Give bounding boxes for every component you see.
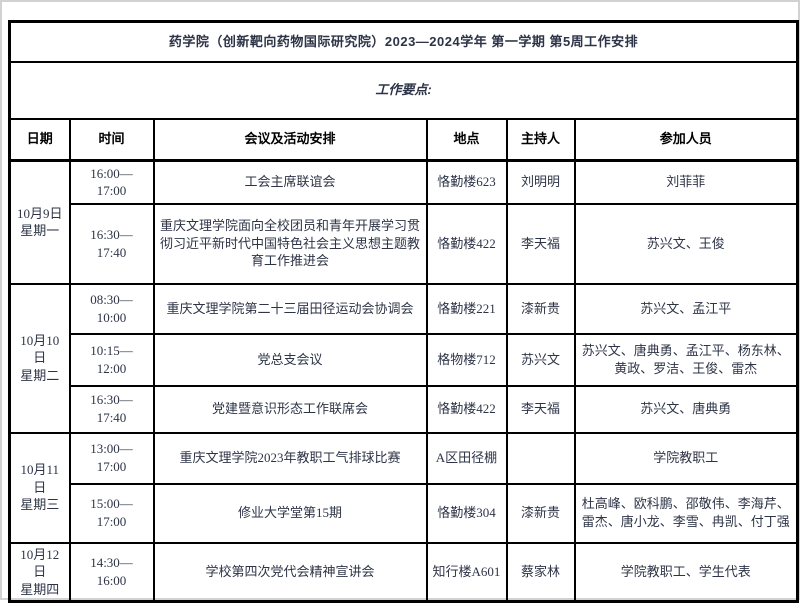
activity-cell: 党总支会议 bbox=[152, 332, 428, 387]
participants-cell: 苏兴文、王俊 bbox=[573, 202, 799, 285]
date-text: 10月12日 bbox=[20, 546, 60, 580]
host-cell: 苏兴文 bbox=[505, 332, 576, 387]
date-cell-wednesday: 10月11日 星期三 bbox=[8, 431, 71, 544]
table-row: 10月10日 星期二 08:30—10:00 重庆文理学院第二十三届田径运动会协… bbox=[8, 282, 799, 434]
date-cell-monday: 10月9日 星期一 bbox=[8, 159, 71, 285]
time-cell: 08:30—10:00 bbox=[68, 282, 155, 335]
page-title: 药学院（创新靶向药物国际研究院）2023—2024学年 第一学期 第5周工作安排 bbox=[8, 20, 799, 63]
activity-cell: 工会主席联谊会 bbox=[152, 159, 428, 205]
participants-cell: 苏兴文、唐典勇 bbox=[573, 384, 799, 434]
host-cell: 李天福 bbox=[505, 384, 576, 434]
participants-cell: 苏兴文、孟江平 bbox=[573, 282, 799, 335]
date-cell-tuesday: 10月10日 星期二 bbox=[8, 282, 71, 434]
date-text: 10月10日 bbox=[20, 332, 60, 366]
location-cell: 恪勤楼623 bbox=[425, 159, 508, 205]
column-header-participants: 参加人员 bbox=[573, 117, 799, 162]
time-cell: 14:30—16:00 bbox=[68, 541, 155, 603]
table-row: 15:00—17:00 修业大学堂第15期 恪勤楼304 漆新贵 杜高峰、欧科鹏… bbox=[10, 482, 799, 544]
activity-cell: 重庆文理学院面向全校团员和青年开展学习贯彻习近平新时代中国特色社会主义思想主题教… bbox=[152, 202, 428, 285]
table-row: 10:15—12:00 党总支会议 格物楼712 苏兴文 苏兴文、唐典勇、孟江平… bbox=[10, 332, 799, 387]
location-cell: A区田径棚 bbox=[425, 431, 508, 485]
work-points-label: 工作要点: bbox=[8, 60, 799, 120]
column-header-time: 时间 bbox=[68, 117, 155, 162]
column-header-activity: 会议及活动安排 bbox=[152, 117, 428, 162]
title-row: 药学院（创新靶向药物国际研究院）2023—2024学年 第一学期 第5周工作安排 bbox=[8, 20, 799, 63]
host-cell: 刘明明 bbox=[505, 159, 576, 205]
weekday-text: 星期二 bbox=[20, 367, 60, 383]
time-cell: 16:30—17:40 bbox=[68, 384, 155, 434]
table-row: 16:30—17:40 党建暨意识形态工作联席会 恪勤楼422 李天福 苏兴文、… bbox=[10, 384, 799, 434]
participants-cell: 刘菲菲 bbox=[573, 159, 799, 205]
host-cell: 蔡家林 bbox=[505, 541, 576, 603]
weekday-text: 星期一 bbox=[20, 223, 60, 239]
activity-cell: 学校第四次党代会精神宣讲会 bbox=[152, 541, 428, 603]
table-row: 10月11日 星期三 13:00—17:00 重庆文理学院2023年教职工气排球… bbox=[8, 431, 799, 544]
location-cell: 恪勤楼422 bbox=[425, 384, 508, 434]
activity-cell: 党建暨意识形态工作联席会 bbox=[152, 384, 428, 434]
table-row: 10月12日 星期四 14:30—16:00 学校第四次党代会精神宣讲会 知行楼… bbox=[8, 541, 799, 603]
activity-cell: 重庆文理学院2023年教职工气排球比赛 bbox=[152, 431, 428, 485]
host-cell: 漆新贵 bbox=[505, 282, 576, 335]
host-cell: 李天福 bbox=[505, 202, 576, 285]
time-cell: 16:00—17:00 bbox=[68, 159, 155, 205]
work-schedule-table: 药学院（创新靶向药物国际研究院）2023—2024学年 第一学期 第5周工作安排… bbox=[8, 20, 800, 603]
date-text: 10月11日 bbox=[20, 462, 60, 495]
activity-cell: 修业大学堂第15期 bbox=[152, 482, 428, 544]
column-header-location: 地点 bbox=[425, 117, 508, 162]
location-cell: 恪勤楼304 bbox=[425, 482, 508, 544]
host-cell bbox=[505, 431, 576, 485]
table-row: 10月9日 星期一 16:00—17:00 工会主席联谊会 恪勤楼623 刘明明… bbox=[8, 159, 799, 285]
time-cell: 15:00—17:00 bbox=[68, 482, 155, 544]
work-points-row: 工作要点: bbox=[8, 60, 799, 120]
participants-cell: 杜高峰、欧科鹏、邵敬伟、李海芹、雷杰、唐小龙、李雪、冉凯、付丁强 bbox=[573, 482, 799, 544]
location-cell: 恪勤楼221 bbox=[425, 282, 508, 335]
participants-cell: 苏兴文、唐典勇、孟江平、杨东林、黄政、罗洁、王俊、雷杰 bbox=[573, 332, 799, 387]
table-row: 16:30—17:40 重庆文理学院面向全校团员和青年开展学习贯彻习近平新时代中… bbox=[10, 202, 799, 285]
date-text: 10月9日 bbox=[16, 205, 63, 221]
table-header-row: 日期 时间 会议及活动安排 地点 主持人 参加人员 bbox=[8, 117, 799, 162]
location-cell: 格物楼712 bbox=[425, 332, 508, 387]
column-header-host: 主持人 bbox=[505, 117, 576, 162]
date-cell-thursday: 10月12日 星期四 bbox=[8, 541, 71, 603]
participants-cell: 学院教职工 bbox=[573, 431, 799, 485]
host-cell: 漆新贵 bbox=[505, 482, 576, 544]
weekday-text: 星期四 bbox=[20, 581, 60, 597]
column-header-date: 日期 bbox=[8, 117, 71, 162]
location-cell: 恪勤楼422 bbox=[425, 202, 508, 285]
time-cell: 16:30—17:40 bbox=[68, 202, 155, 285]
location-cell: 知行楼A601 bbox=[425, 541, 508, 603]
weekday-text: 星期三 bbox=[20, 497, 60, 513]
time-cell: 13:00—17:00 bbox=[68, 431, 155, 485]
time-cell: 10:15—12:00 bbox=[68, 332, 155, 387]
activity-cell: 重庆文理学院第二十三届田径运动会协调会 bbox=[152, 282, 428, 335]
participants-cell: 学院教职工、学生代表 bbox=[573, 541, 799, 603]
